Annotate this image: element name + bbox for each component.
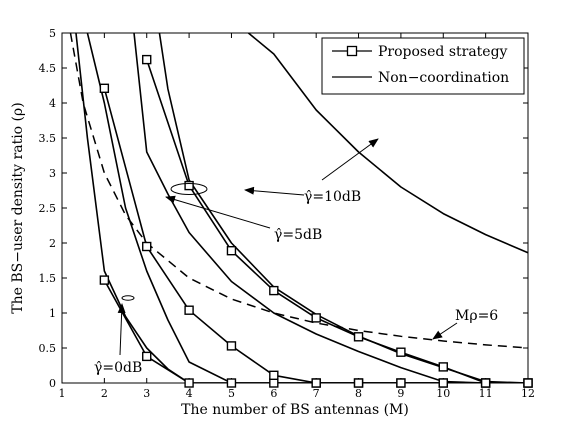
x-tick-label: 8 [355, 387, 362, 400]
legend: Proposed strategy Non−coordination [321, 37, 525, 95]
series-0-point [269, 378, 279, 388]
series-1-point [184, 305, 194, 315]
annotation-gamma10-arrow [244, 186, 305, 196]
y-tick-label: 1.5 [39, 272, 57, 285]
annotation-gamma0: γ̂=0dB [94, 295, 142, 376]
y-tick-label: 5 [49, 27, 56, 40]
annotation-gamma5: γ̂=5dB [165, 183, 322, 243]
series-2-point [523, 378, 533, 388]
annotation-gamma0-label: γ̂=0dB [94, 360, 142, 376]
series-1-point [99, 83, 110, 94]
series-2-point [438, 362, 448, 372]
series-0-point [142, 351, 152, 362]
annotation-noncoord [321, 138, 379, 181]
markers-group [99, 54, 533, 388]
series-2-point [396, 347, 406, 357]
series-2-point [353, 332, 364, 342]
annotation-gamma10-label: γ̂=10dB [304, 189, 361, 205]
y-tick-label: 3 [49, 167, 56, 180]
series-2-point [184, 180, 194, 191]
x-tick-label: 9 [397, 387, 404, 400]
series-2-point [269, 285, 279, 296]
x-tick-label: 1 [59, 387, 66, 400]
annotation-gamma10: γ̂=10dB [244, 186, 361, 205]
series-line-4 [86, 33, 486, 383]
series-1-point [142, 241, 152, 252]
x-tick-label: 2 [101, 387, 108, 400]
series-line-1 [103, 88, 528, 383]
y-tick-label: 4 [49, 97, 56, 110]
series-2-point [226, 245, 237, 256]
series-2-point [142, 54, 152, 65]
y-tick-label: 4.5 [39, 62, 57, 75]
series-1-point [438, 378, 448, 388]
series-2-point [480, 378, 491, 388]
legend-label-noncoord: Non−coordination [378, 70, 509, 86]
annotation-noncoord-pointer [321, 138, 379, 181]
x-tick-label: 7 [313, 387, 320, 400]
y-tick-label: 2 [49, 237, 56, 250]
series-1-point [269, 370, 279, 380]
annotation-gamma5-label: γ̂=5dB [274, 227, 322, 243]
x-tick-label: 4 [186, 387, 193, 400]
series-1-point [353, 378, 364, 388]
series-0-point [226, 378, 237, 388]
y-tick-label: 0 [49, 377, 56, 390]
y-tick-label: 2.5 [39, 202, 57, 215]
y-tick-label: 3.5 [39, 132, 57, 145]
series-1-point [226, 341, 237, 351]
x-axis-label: The number of BS antennas (M) [181, 402, 409, 418]
annotation-gamma5-arrow [165, 195, 271, 229]
series-line-7 [247, 33, 528, 254]
series-line-5 [133, 33, 528, 383]
series-line-3 [75, 33, 528, 383]
x-tick-label: 6 [270, 387, 277, 400]
series-1-point [311, 378, 321, 388]
x-tick-label: 3 [143, 387, 150, 400]
x-tick-label: 11 [479, 387, 493, 400]
annotation-mrho: Mρ=6 [432, 308, 498, 340]
series-line-2 [145, 59, 528, 383]
series-0-point [99, 275, 110, 285]
annotation-mrho-label: Mρ=6 [455, 308, 498, 324]
x-tick-label: 12 [521, 387, 535, 400]
legend-label-proposed: Proposed strategy [378, 44, 508, 60]
y-tick-label: 0.5 [39, 342, 57, 355]
annotation-gamma5-ellipse [170, 183, 208, 195]
series-0-point [184, 378, 194, 388]
series-2-point [311, 313, 321, 323]
legend-marker-proposed [346, 45, 358, 57]
x-tick-label: 5 [228, 387, 235, 400]
x-tick-label: 10 [436, 387, 450, 400]
y-axis-label: The BS−user density ratio (ρ) [10, 102, 26, 313]
series-line-0 [103, 279, 528, 383]
series-1-point [396, 378, 406, 388]
annotation-gamma0-ellipse [121, 295, 135, 301]
y-tick-label: 1 [49, 307, 56, 320]
series-group [69, 33, 528, 383]
annotation-mrho-arrow [432, 322, 458, 340]
annotation-gamma0-arrow [117, 303, 126, 356]
series-line-8 [69, 33, 528, 349]
